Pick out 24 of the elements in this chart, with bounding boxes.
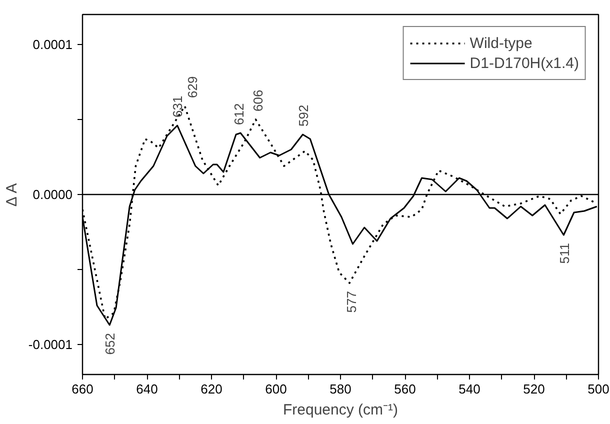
x-tick-label: 500 <box>588 382 610 396</box>
annotation: 511 <box>557 242 572 264</box>
x-tick-label: 560 <box>394 382 416 396</box>
y-tick-label: 0.0001 <box>32 37 73 52</box>
x-axis-title: Frequency (cm⁻¹) <box>282 402 398 418</box>
legend-label: D1-D170H(x1.4) <box>470 54 579 72</box>
annotation: 652 <box>102 332 118 355</box>
y-tick-label: 0.0000 <box>32 187 73 202</box>
annotation: 612 <box>231 103 246 125</box>
annotation: 629 <box>184 76 200 98</box>
x-tick-label: 600 <box>265 382 287 396</box>
x-tick-label: 660 <box>72 382 94 396</box>
x-tick-label: 540 <box>458 382 480 396</box>
y-tick-label: -0.0001 <box>28 337 73 352</box>
x-tick-label: 620 <box>200 382 222 396</box>
x-tick-label: 580 <box>330 382 352 396</box>
annotation: 631 <box>170 96 186 118</box>
x-tick-label: 640 <box>136 382 158 396</box>
annotation: 592 <box>296 104 311 126</box>
annotation: 577 <box>344 290 360 313</box>
legend-label: Wild-type <box>470 34 532 52</box>
x-tick-label: 520 <box>523 382 545 396</box>
y-axis-title: Δ A <box>3 183 20 207</box>
annotation: 606 <box>250 90 266 112</box>
